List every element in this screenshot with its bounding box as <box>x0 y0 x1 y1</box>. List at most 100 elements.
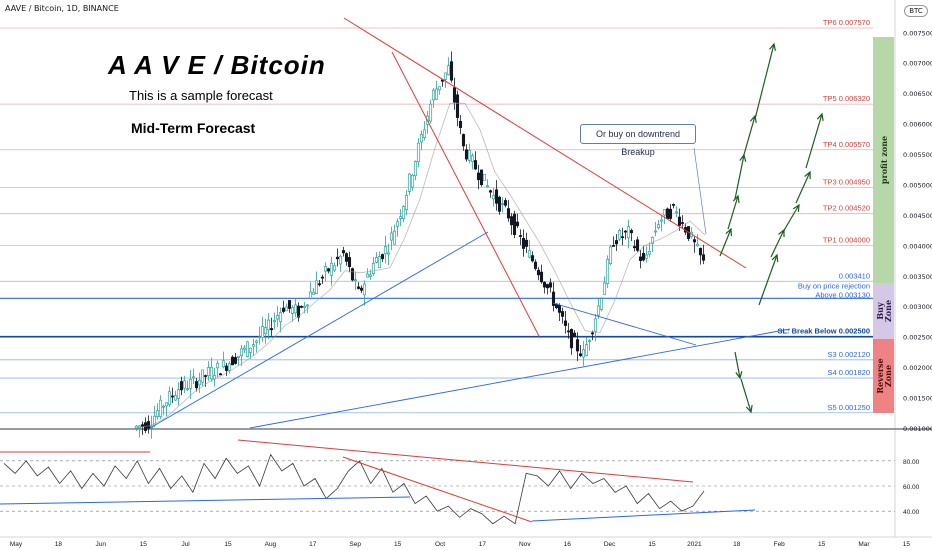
candle-body <box>665 208 670 219</box>
price-level-label: S3 0.002120 <box>827 350 870 359</box>
candle-body <box>557 305 562 313</box>
profit-zone: profit zone <box>873 37 894 283</box>
x-tick-label: May <box>10 541 23 548</box>
buy-zone: Buy Zone <box>873 283 894 339</box>
forecast-arrow <box>727 195 739 230</box>
candle-body <box>203 375 208 377</box>
candle-body <box>530 255 535 262</box>
x-tick-label: 15 <box>140 541 148 548</box>
candle-body <box>515 221 520 227</box>
candle-body <box>368 274 373 277</box>
wedge-support-line <box>552 302 697 346</box>
x-tick-label: 15 <box>224 541 232 548</box>
forecast-arrow-head <box>725 227 733 237</box>
candle-body <box>629 230 634 234</box>
candle-body <box>680 222 685 224</box>
candle-body <box>335 256 340 260</box>
candle-body <box>644 254 649 259</box>
candle-body <box>155 410 160 417</box>
y-tick-label: 0.004500 <box>903 212 932 220</box>
candle-body <box>593 318 598 332</box>
candle-body <box>560 311 565 317</box>
candle-body <box>380 254 385 260</box>
price-level-label: SL: Break Below 0.002500 <box>777 327 870 336</box>
candle-body <box>611 245 616 247</box>
candle-body <box>179 381 184 391</box>
x-tick-label: Dec <box>604 541 616 548</box>
price-level-label: 0.003410 <box>839 271 870 280</box>
candle-body <box>161 405 166 408</box>
symbol-header[interactable]: AAVE / Bitcoin, 1D, BINANCE <box>5 4 119 13</box>
price-axis-panel <box>895 0 932 550</box>
horizon-annotation: Mid-Term Forecast <box>131 120 256 136</box>
candle-body <box>263 327 268 335</box>
candle-body <box>434 88 439 100</box>
candle-body <box>437 86 442 91</box>
candle-body <box>482 174 487 181</box>
price-level-label: Above 0.003130 <box>815 290 870 299</box>
candle-body <box>209 366 214 380</box>
candle-body <box>326 268 331 272</box>
candle-body <box>572 332 577 337</box>
candle-body <box>662 209 667 216</box>
candle-body <box>251 344 256 347</box>
candle-body <box>245 341 250 357</box>
candle-body <box>620 236 625 239</box>
price-level-label: TP6 0.007570 <box>823 18 870 27</box>
candle-body <box>653 230 658 233</box>
forecast-arrow-head <box>749 114 757 123</box>
candle-body <box>698 247 703 256</box>
candle-body <box>614 240 619 245</box>
candle-body <box>350 268 355 281</box>
candle-body <box>191 376 196 379</box>
candle-body <box>500 203 505 206</box>
candle-body <box>527 250 532 258</box>
candle-body <box>608 246 613 265</box>
candle-body <box>293 304 298 314</box>
candle-body <box>221 360 226 368</box>
candle-body <box>185 388 190 391</box>
candle-body <box>248 347 253 353</box>
forecast-arrow <box>758 254 778 306</box>
candle-body <box>428 103 433 122</box>
candle-body <box>677 216 682 226</box>
y-tick-label: 0.001000 <box>903 425 932 433</box>
candle-body <box>623 230 628 233</box>
candle-body <box>281 307 286 312</box>
forecast-arrow <box>795 171 811 204</box>
candle-body <box>392 230 397 245</box>
chart-title-annotation: A A V E / Bitcoin <box>108 50 326 80</box>
candle-body <box>431 89 436 101</box>
x-tick-label: Oct <box>435 541 445 548</box>
candle-body <box>692 239 697 243</box>
candle-body <box>266 319 271 331</box>
downtrend-line-steep <box>391 51 541 339</box>
candle-body <box>389 232 394 241</box>
candle-body <box>167 391 172 405</box>
x-tick-label: 15 <box>818 541 826 548</box>
candle-body <box>473 160 478 170</box>
candle-body <box>467 150 472 161</box>
candle-body <box>359 287 364 291</box>
candle-body <box>305 304 310 307</box>
candle-body <box>602 282 607 295</box>
forecast-arrow-head <box>816 112 824 122</box>
x-tick-label: 2021 <box>687 541 702 548</box>
candle-body <box>626 226 631 239</box>
y-tick-label: 0.006000 <box>903 121 932 129</box>
forecast-arrow-head <box>771 253 779 263</box>
candle-body <box>494 189 499 204</box>
candle-body <box>254 340 259 343</box>
currency-badge[interactable]: BTC <box>904 5 928 17</box>
oscillator-line <box>3 453 705 525</box>
x-tick-label: 18 <box>733 541 741 548</box>
candle-body <box>413 161 418 177</box>
forecast-arrow <box>719 228 732 257</box>
candle-body <box>182 380 187 389</box>
candle-body <box>632 246 637 249</box>
candle-body <box>578 353 583 357</box>
forecast-arrow <box>734 351 741 379</box>
candle-body <box>275 315 280 320</box>
x-tick-label: Mar <box>858 541 870 548</box>
